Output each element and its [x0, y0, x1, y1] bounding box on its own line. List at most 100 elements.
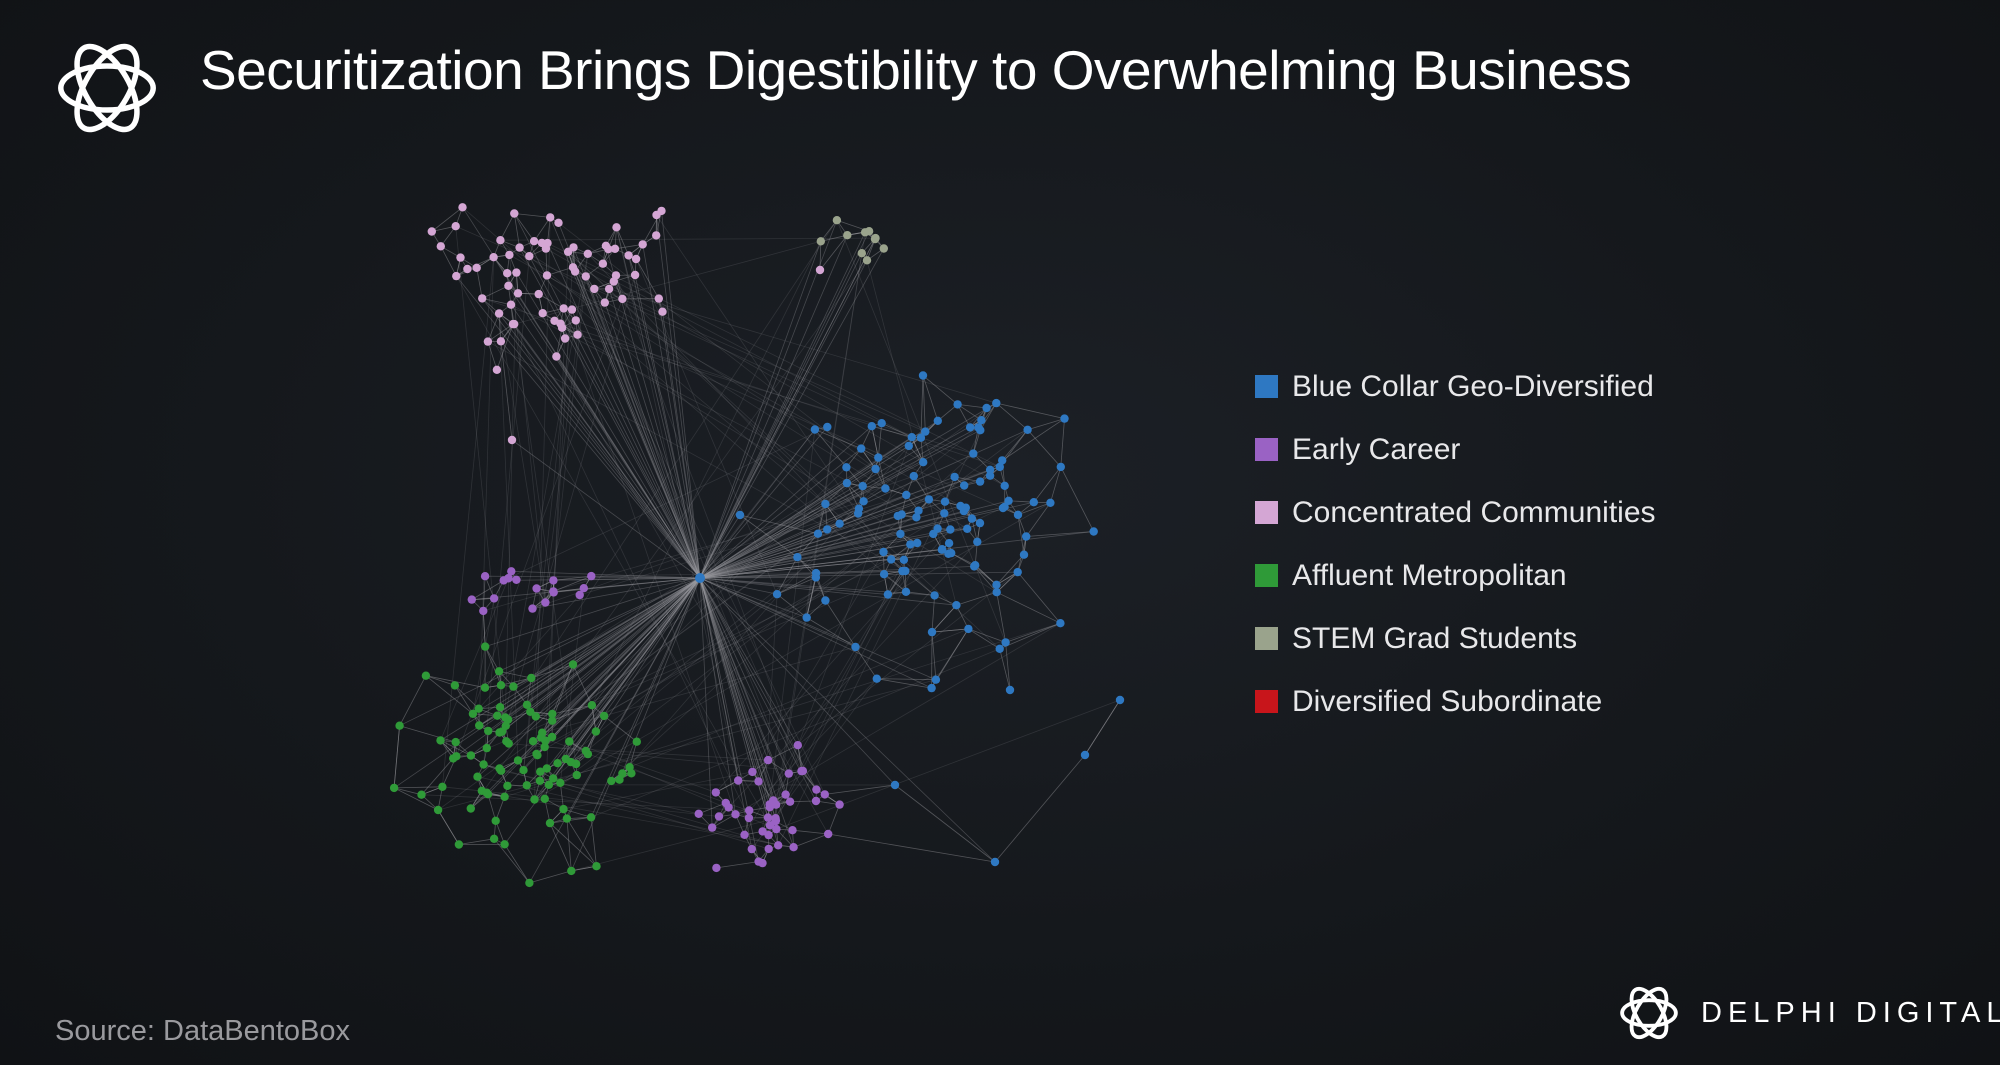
network-node: [389, 783, 399, 793]
network-node: [492, 365, 502, 374]
network-edge: [498, 313, 546, 603]
network-edge: [529, 870, 572, 884]
network-edge: [487, 323, 514, 342]
network-edge: [996, 592, 1006, 643]
network-node: [901, 566, 910, 576]
network-node: [532, 749, 541, 759]
network-edge: [487, 341, 498, 370]
network-node: [519, 766, 528, 775]
network-edge: [776, 577, 817, 595]
network-node: [930, 591, 939, 600]
network-node: [912, 513, 921, 522]
network-edge: [699, 510, 964, 579]
network-edge: [590, 648, 1000, 818]
legend-item-diversified-subordinate: Diversified Subordinate: [1255, 670, 1656, 733]
network-node: [612, 223, 621, 232]
network-edge: [937, 404, 958, 422]
network-node: [583, 749, 593, 759]
network-node: [567, 866, 576, 876]
network-edge: [437, 809, 460, 845]
network-edge: [1017, 514, 1025, 555]
network-edge: [498, 313, 502, 342]
network-edge: [863, 488, 886, 502]
network-node: [871, 464, 880, 474]
network-edge: [483, 256, 530, 765]
network-node: [871, 233, 880, 243]
network-node: [798, 766, 808, 776]
network-node: [784, 769, 793, 778]
network-node: [532, 584, 541, 593]
network-edge: [996, 554, 1025, 586]
network-node: [887, 555, 896, 564]
network-edge: [699, 500, 1009, 579]
network-edge: [537, 577, 701, 756]
network-edge: [482, 576, 486, 611]
network-edge: [699, 577, 935, 596]
network-node: [559, 804, 568, 814]
network-edge: [877, 423, 883, 458]
network-node: [1080, 750, 1090, 760]
network-edge: [797, 745, 802, 772]
network-edge: [699, 253, 863, 579]
network-edge: [806, 600, 826, 618]
network-node: [438, 782, 447, 791]
network-node: [708, 823, 717, 832]
network-node: [618, 294, 627, 304]
network-node: [541, 598, 550, 607]
network-node: [1004, 496, 1013, 505]
network-edge: [498, 577, 701, 672]
network-edge: [440, 578, 509, 741]
network-edge: [931, 628, 969, 633]
network-edge: [519, 247, 968, 530]
network-edge: [699, 577, 896, 786]
legend-swatch: [1255, 501, 1278, 524]
network-edge: [699, 232, 866, 579]
network-edge: [504, 622, 1061, 798]
network-node: [652, 231, 661, 240]
network-node: [489, 834, 499, 843]
network-node: [1013, 567, 1022, 577]
network-node: [881, 484, 890, 493]
network-edge: [871, 426, 879, 458]
network-node: [567, 305, 577, 314]
network-edge: [437, 402, 997, 811]
network-edge: [593, 288, 701, 579]
network-edge: [739, 514, 819, 535]
network-node: [480, 572, 490, 581]
network-edge: [790, 800, 817, 803]
network-node: [952, 601, 961, 610]
network-edge: [472, 598, 495, 714]
network-node: [947, 548, 956, 558]
network-edge: [504, 253, 589, 718]
network-edge: [572, 267, 701, 579]
network-edge: [699, 431, 926, 579]
network-edge: [504, 844, 530, 884]
network-edge: [591, 705, 597, 732]
network-edge: [957, 404, 982, 421]
network-edge: [762, 594, 778, 832]
network-edge: [635, 258, 660, 299]
network-edge: [587, 253, 826, 505]
network-node: [854, 509, 863, 518]
network-edge: [628, 255, 701, 579]
network-edge: [553, 575, 592, 592]
network-edge: [931, 604, 957, 633]
network-edge: [974, 564, 997, 586]
network-edge: [513, 324, 577, 765]
network-edge: [1017, 502, 1051, 516]
network-edge: [752, 771, 774, 801]
network-edge: [553, 276, 587, 581]
network-node: [570, 267, 580, 276]
network-edge: [776, 572, 817, 595]
network-edge: [699, 577, 957, 606]
network-node: [542, 764, 551, 773]
network-edge: [511, 570, 701, 579]
network-node: [515, 243, 524, 252]
network-edge: [968, 628, 1000, 650]
network-node: [575, 590, 584, 600]
network-edge: [699, 577, 778, 595]
network-node: [1029, 498, 1039, 507]
network-node: [909, 471, 918, 481]
network-edge: [483, 500, 864, 612]
network-edge: [699, 241, 822, 579]
